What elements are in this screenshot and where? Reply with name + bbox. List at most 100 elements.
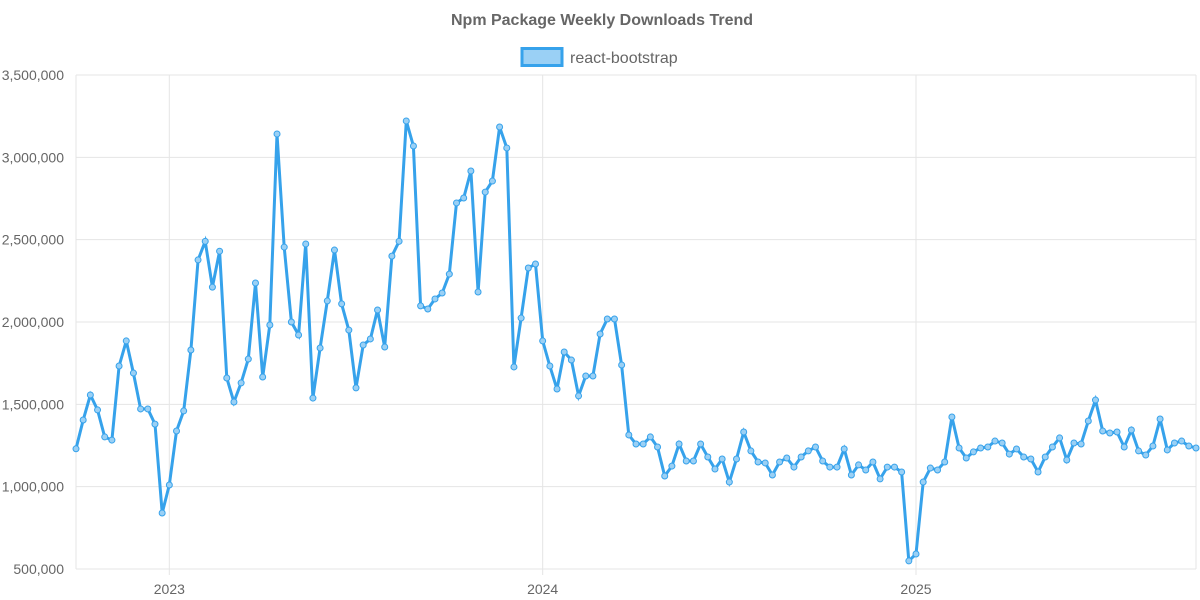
data-point[interactable] [682, 457, 690, 465]
data-point[interactable] [754, 458, 762, 466]
data-point[interactable] [251, 279, 259, 287]
data-point[interactable] [733, 455, 741, 463]
data-point[interactable] [460, 194, 468, 202]
data-point[interactable] [381, 343, 389, 351]
data-point[interactable] [409, 142, 417, 150]
data-point[interactable] [977, 444, 985, 452]
data-point[interactable] [1170, 439, 1178, 447]
data-point[interactable] [417, 302, 425, 310]
data-point[interactable] [1185, 442, 1193, 450]
data-point[interactable] [338, 300, 346, 308]
data-point[interactable] [72, 445, 80, 453]
data-point[interactable] [1020, 453, 1028, 461]
data-point[interactable] [316, 344, 324, 352]
legend-swatch[interactable] [520, 47, 564, 67]
data-point[interactable] [101, 433, 109, 441]
data-point[interactable] [862, 466, 870, 474]
data-point[interactable] [531, 260, 539, 268]
data-point[interactable] [352, 384, 360, 392]
data-point[interactable] [553, 385, 561, 393]
data-point[interactable] [1063, 456, 1071, 464]
data-point[interactable] [1156, 415, 1164, 423]
data-point[interactable] [783, 454, 791, 462]
data-point[interactable] [1178, 437, 1186, 445]
data-point[interactable] [187, 346, 195, 354]
data-point[interactable] [266, 321, 274, 329]
data-point[interactable] [402, 117, 410, 125]
data-point[interactable] [194, 256, 202, 264]
data-point[interactable] [467, 167, 475, 175]
data-point[interactable] [589, 372, 597, 380]
data-point[interactable] [488, 177, 496, 185]
data-point[interactable] [905, 557, 913, 565]
data-point[interactable] [122, 337, 130, 345]
data-point[interactable] [826, 463, 834, 471]
data-point[interactable] [668, 462, 676, 470]
data-point[interactable] [244, 355, 252, 363]
data-point[interactable] [761, 459, 769, 467]
data-point[interactable] [445, 270, 453, 278]
data-point[interactable] [962, 454, 970, 462]
data-point[interactable] [725, 478, 733, 486]
data-point[interactable] [86, 391, 94, 399]
data-point[interactable] [804, 447, 812, 455]
data-point[interactable] [144, 405, 152, 413]
data-point[interactable] [1027, 455, 1035, 463]
data-point[interactable] [388, 252, 396, 260]
data-point[interactable] [1077, 440, 1085, 448]
data-point[interactable] [1084, 417, 1092, 425]
data-point[interactable] [1005, 450, 1013, 458]
data-point[interactable] [323, 297, 331, 305]
data-point[interactable] [955, 444, 963, 452]
data-point[interactable] [883, 463, 891, 471]
data-point[interactable] [309, 394, 317, 402]
data-point[interactable] [632, 440, 640, 448]
data-point[interactable] [431, 295, 439, 303]
data-point[interactable] [201, 237, 209, 245]
data-point[interactable] [481, 188, 489, 196]
data-point[interactable] [768, 471, 776, 479]
data-point[interactable] [675, 440, 683, 448]
data-point[interactable] [295, 331, 303, 339]
data-point[interactable] [646, 433, 654, 441]
data-point[interactable] [567, 356, 575, 364]
data-point[interactable] [366, 335, 374, 343]
data-point[interactable] [747, 447, 755, 455]
data-point[interactable] [776, 458, 784, 466]
data-point[interactable] [94, 406, 102, 414]
data-point[interactable] [438, 289, 446, 297]
data-point[interactable] [984, 443, 992, 451]
data-point[interactable] [1127, 426, 1135, 434]
data-point[interactable] [560, 348, 568, 356]
data-point[interactable] [639, 440, 647, 448]
data-point[interactable] [1048, 443, 1056, 451]
data-point[interactable] [259, 373, 267, 381]
data-point[interactable] [1149, 442, 1157, 450]
data-point[interactable] [876, 475, 884, 483]
data-point[interactable] [898, 468, 906, 476]
data-point[interactable] [819, 457, 827, 465]
data-point[interactable] [847, 471, 855, 479]
data-point[interactable] [1041, 453, 1049, 461]
data-point[interactable] [158, 509, 166, 517]
data-point[interactable] [129, 369, 137, 377]
data-point[interactable] [453, 199, 461, 207]
data-point[interactable] [1106, 429, 1114, 437]
data-point[interactable] [654, 443, 662, 451]
data-point[interactable] [697, 440, 705, 448]
data-point[interactable] [359, 341, 367, 349]
data-point[interactable] [302, 240, 310, 248]
data-point[interactable] [926, 464, 934, 472]
data-point[interactable] [424, 305, 432, 313]
data-point[interactable] [180, 407, 188, 415]
data-point[interactable] [618, 361, 626, 369]
legend-label[interactable]: react-bootstrap [570, 50, 678, 67]
data-point[interactable] [208, 283, 216, 291]
data-point[interactable] [374, 306, 382, 314]
data-point[interactable] [1056, 434, 1064, 442]
data-point[interactable] [855, 461, 863, 469]
legend[interactable]: react-bootstrap [520, 47, 678, 68]
data-point[interactable] [840, 445, 848, 453]
data-point[interactable] [223, 374, 231, 382]
data-point[interactable] [546, 362, 554, 370]
